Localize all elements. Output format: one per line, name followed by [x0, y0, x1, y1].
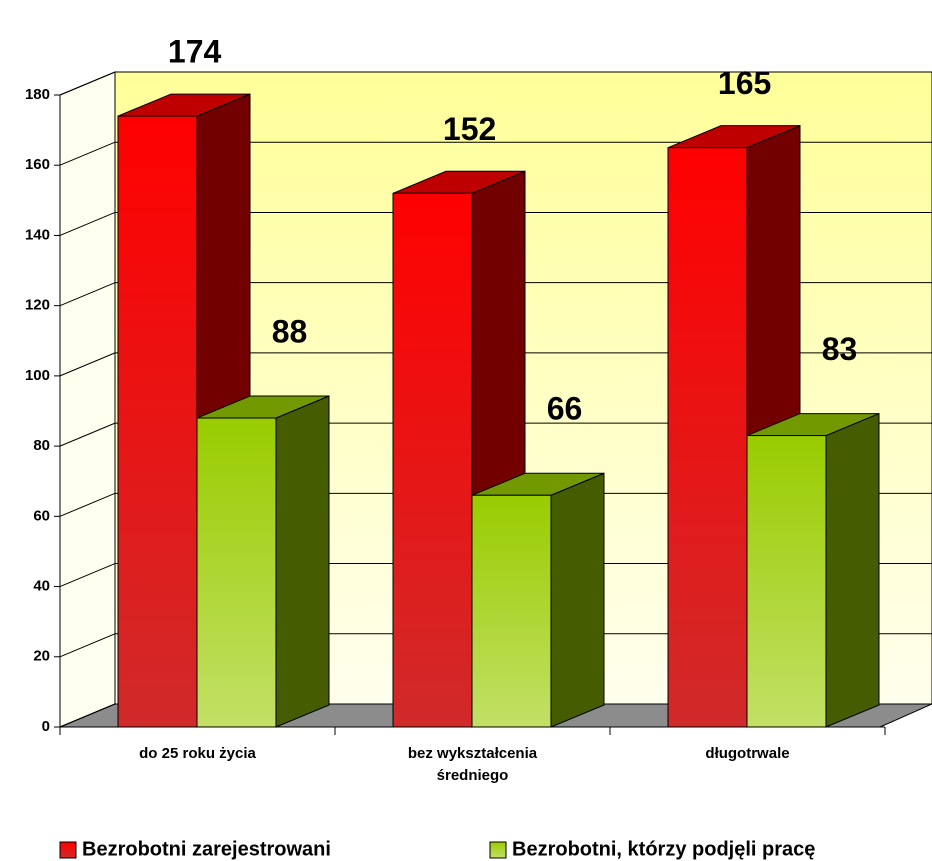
legend-label: Bezrobotni, którzy podjęli pracę [512, 838, 815, 860]
bar [667, 147, 748, 728]
y-tick-label: 180 [25, 86, 50, 103]
grid-line [59, 141, 116, 166]
y-tick-label: 60 [33, 507, 50, 524]
data-label: 174 [168, 34, 222, 70]
legend-label: Bezrobotni zarejestrowani [82, 838, 331, 860]
grid-line [59, 71, 116, 96]
y-tick-label: 120 [25, 297, 50, 314]
grid-line [59, 211, 116, 236]
data-label: 83 [822, 331, 858, 367]
y-tick-label: 80 [33, 437, 50, 454]
y-tick-label: 100 [25, 367, 50, 384]
x-tick-label: bez wykształcenia średniego [407, 745, 538, 784]
bar [392, 192, 473, 728]
grid-line [59, 492, 116, 517]
legend-swatch [59, 841, 77, 859]
x-tick-label: długotrwale [705, 745, 790, 762]
grid-line [59, 352, 116, 377]
data-label: 165 [718, 65, 771, 101]
y-tick-label: 0 [42, 718, 50, 735]
data-label: 66 [547, 391, 583, 427]
bar-side [825, 412, 880, 728]
grid-line [59, 282, 116, 307]
bar-side [550, 472, 605, 728]
legend-swatch [489, 841, 507, 859]
data-label: 152 [443, 111, 496, 147]
data-label: 88 [272, 313, 308, 349]
y-tick-label: 40 [33, 578, 50, 595]
bar [117, 115, 198, 728]
x-tick-label: do 25 roku życia [139, 745, 256, 762]
bar [196, 417, 277, 728]
y-tick-label: 20 [33, 648, 50, 665]
y-tick-label: 160 [25, 156, 50, 173]
grid-line [59, 633, 116, 658]
grid-line [59, 563, 116, 588]
grid-line [59, 422, 116, 447]
y-tick-label: 140 [25, 226, 50, 243]
grid-line [59, 703, 116, 728]
bar [471, 494, 552, 728]
bar-side [275, 395, 330, 728]
side-wall [59, 71, 116, 728]
bar [746, 435, 827, 728]
